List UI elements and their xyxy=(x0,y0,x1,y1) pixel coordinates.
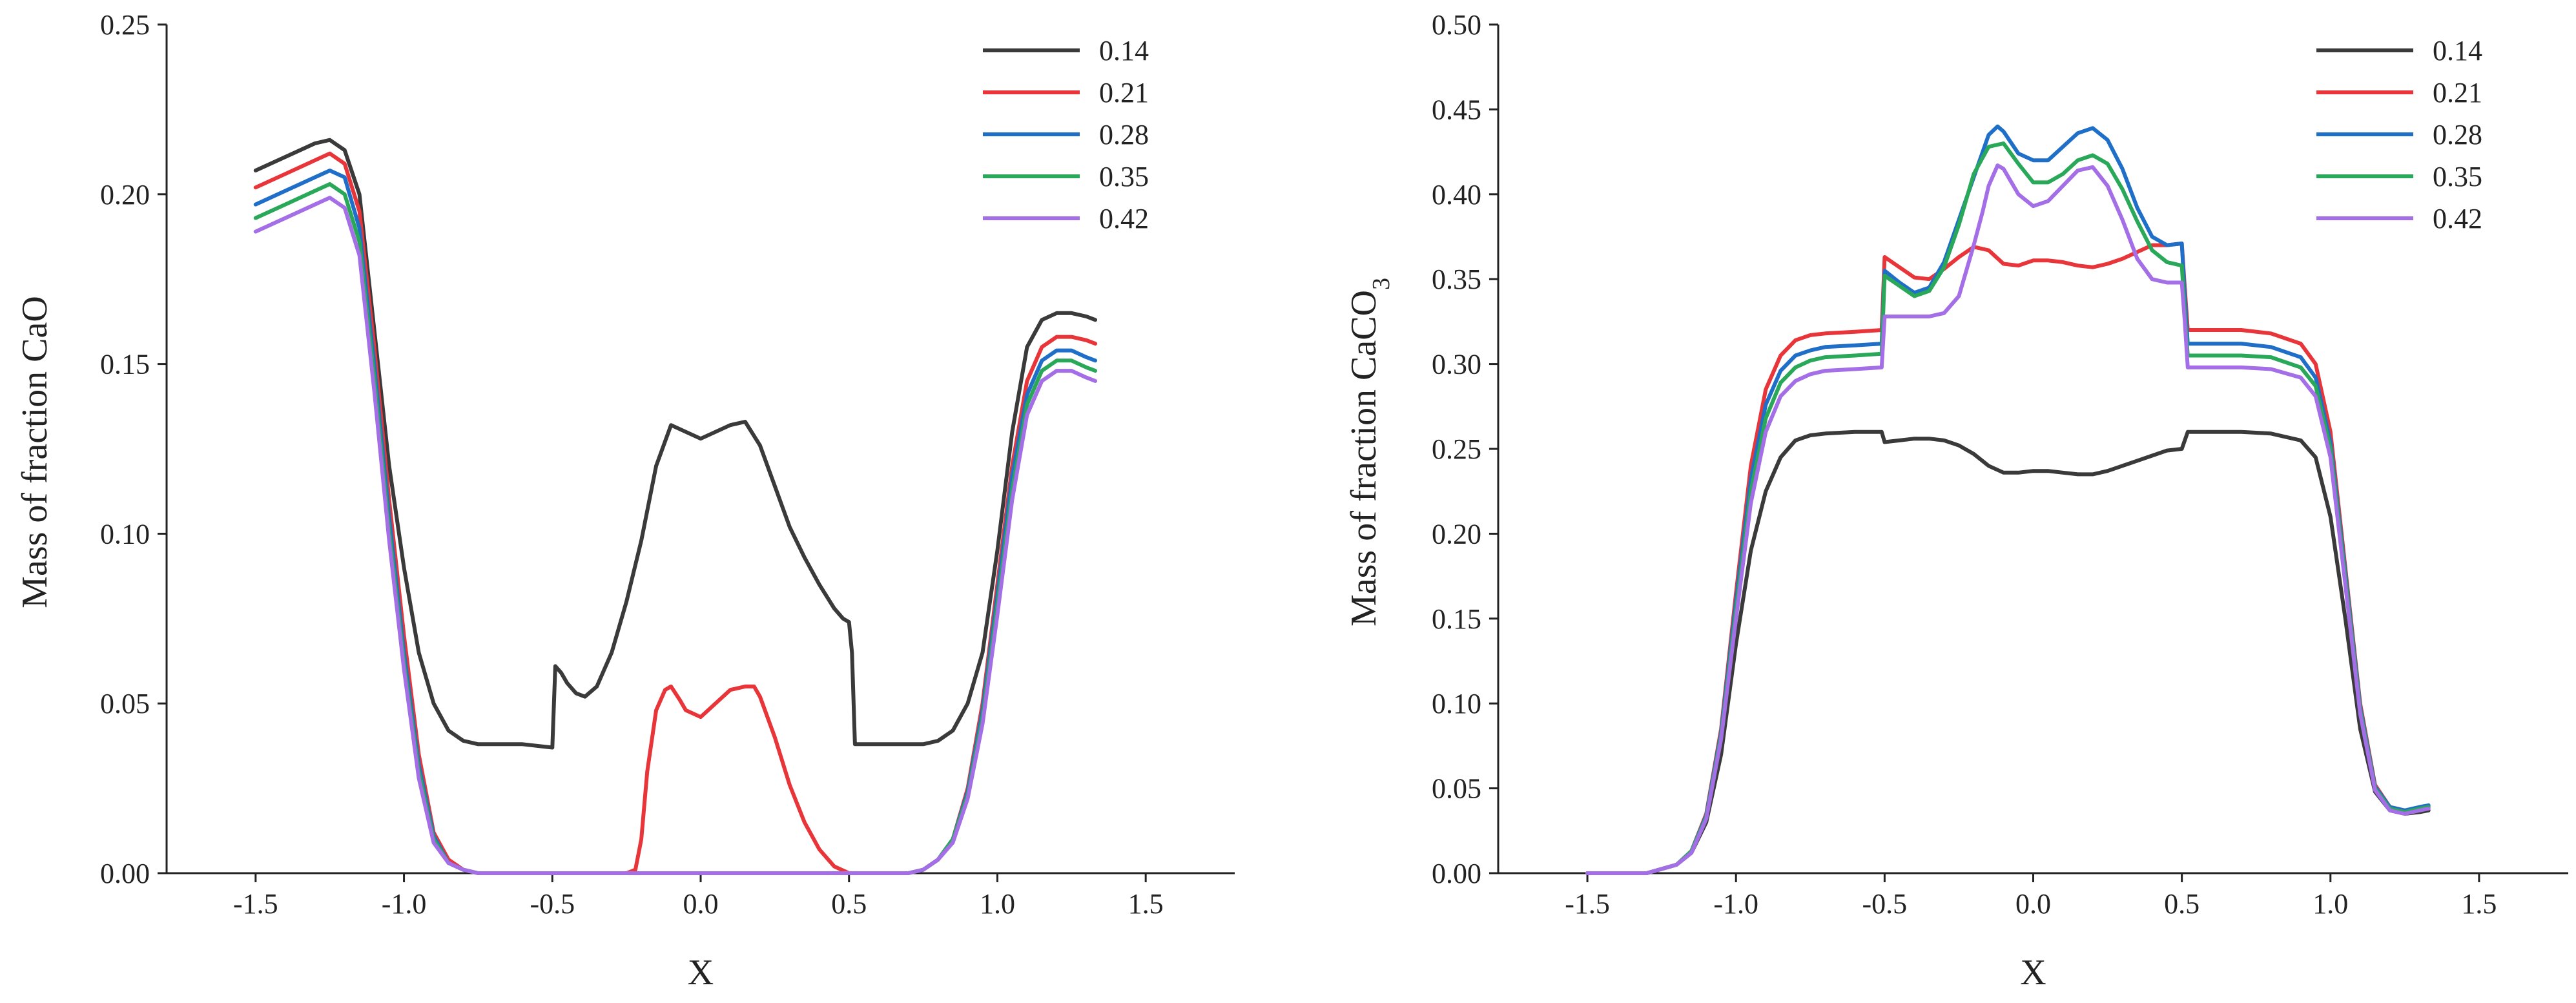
x-tick-label: 1.0 xyxy=(2313,888,2348,920)
x-tick-label: -0.5 xyxy=(1862,888,1908,920)
x-axis-title: X xyxy=(2020,953,2046,993)
y-tick-label: 0.25 xyxy=(1432,433,1481,465)
series-line-0.35 xyxy=(1585,141,2431,875)
y-tick-label: 0.05 xyxy=(100,688,150,719)
y-axis-title-subscript: 3 xyxy=(1368,278,1395,290)
legend: 0.14 0.21 0.28 0.35 0.42 xyxy=(983,35,1149,234)
y-tick-label: 0.20 xyxy=(100,179,150,211)
x-axis-title: X xyxy=(688,953,714,993)
legend-label: 0.28 xyxy=(1099,119,1149,150)
y-tick-label: 0.15 xyxy=(100,349,150,380)
y-tick-label: 0.25 xyxy=(100,9,150,41)
chart-caco3: -1.5 -1.0 -0.5 0.0 0.5 1.0 1.5 0.00 0.05 0.10 0.15… xyxy=(1344,9,2568,993)
series-line-0.28 xyxy=(1585,124,2431,875)
x-tick-label: 1.0 xyxy=(980,888,1015,920)
y-tick-label: 0.50 xyxy=(1432,9,1481,41)
y-tick-label: 0.20 xyxy=(1432,518,1481,550)
y-tick-label: 0.10 xyxy=(100,518,150,550)
series-line-0.21 xyxy=(1585,242,2431,875)
x-tick-label: -0.5 xyxy=(530,888,575,920)
x-tick-label: -1.0 xyxy=(382,888,427,920)
x-tick-label: 0.5 xyxy=(831,888,867,920)
x-tick-label: -1.0 xyxy=(1713,888,1758,920)
x-tick-label: 0.0 xyxy=(683,888,719,920)
series-line-0.14 xyxy=(253,138,1098,750)
x-tick-label: 0.0 xyxy=(2015,888,2051,920)
legend-label: 0.42 xyxy=(2433,203,2482,234)
series-line-0.42 xyxy=(253,196,1098,875)
y-tick-label: 0.00 xyxy=(100,858,150,889)
legend-label: 0.14 xyxy=(2433,35,2482,67)
y-tick-label: 0.15 xyxy=(1432,603,1481,635)
x-tick-label: 0.5 xyxy=(2164,888,2200,920)
legend-label: 0.35 xyxy=(1099,161,1149,192)
y-tick-label: 0.30 xyxy=(1432,349,1481,380)
x-tick-label: 1.5 xyxy=(2461,888,2497,920)
legend-label: 0.28 xyxy=(2433,119,2482,150)
series-line-0.21 xyxy=(253,151,1098,875)
y-tick-label: 0.35 xyxy=(1432,264,1481,295)
legend-label: 0.21 xyxy=(1099,77,1149,109)
series-line-0.14 xyxy=(1585,429,2431,875)
y-tick-label: 0.40 xyxy=(1432,179,1481,211)
x-tick-label: 1.5 xyxy=(1128,888,1164,920)
y-tick-label: 0.10 xyxy=(1432,688,1481,719)
y-axis-title: Mass of fraction CaO xyxy=(15,296,55,608)
chart-cao: -1.5 -1.0 -0.5 0.0 0.5 1.0 1.5 0.00 0.05 0.10 0.15… xyxy=(15,9,1235,993)
x-tick-label: -1.5 xyxy=(233,888,278,920)
legend-label: 0.42 xyxy=(1099,203,1149,234)
legend-label: 0.35 xyxy=(2433,161,2482,192)
series-line-0.42 xyxy=(1585,163,2431,875)
y-tick-label: 0.05 xyxy=(1432,773,1481,805)
y-tick-label: 0.45 xyxy=(1432,94,1481,125)
y-axis-title: Mass of fraction CaCO3 xyxy=(1344,278,1395,626)
legend-label: 0.14 xyxy=(1099,35,1149,67)
x-tick-label: -1.5 xyxy=(1565,888,1610,920)
y-tick-label: 0.00 xyxy=(1432,858,1481,889)
legend-label: 0.21 xyxy=(2433,77,2482,109)
legend: 0.14 0.21 0.28 0.35 0.42 xyxy=(2316,35,2482,234)
